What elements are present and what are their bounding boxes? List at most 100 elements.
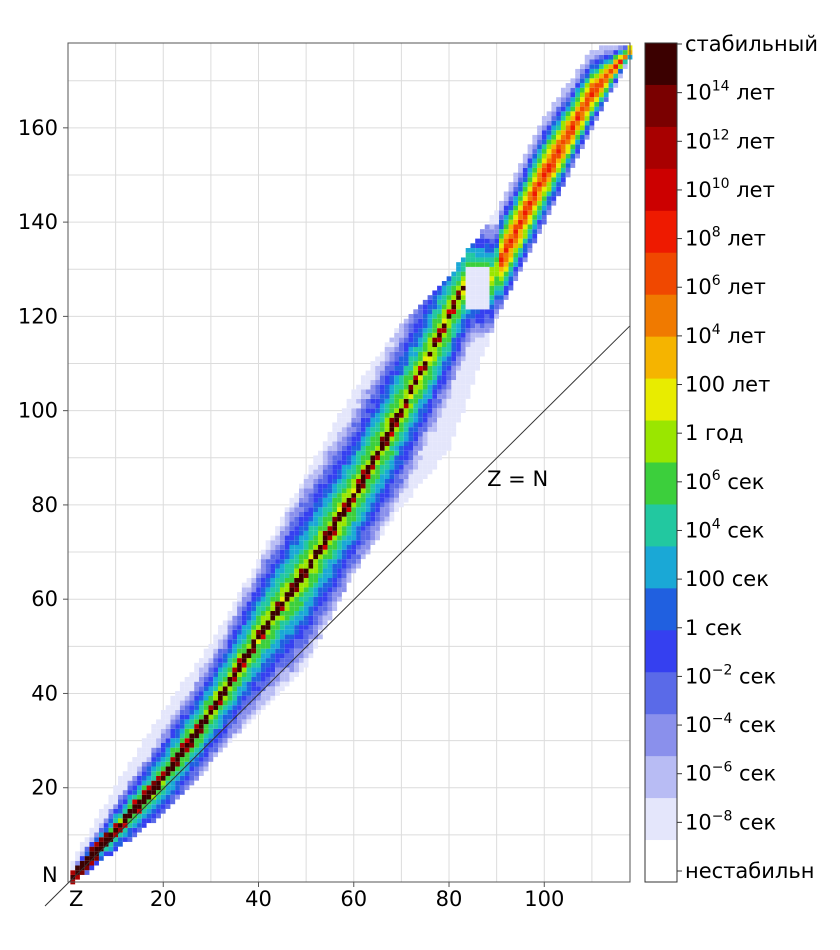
nuclide-cell <box>213 639 219 644</box>
nuclide-cell <box>346 540 352 545</box>
nuclide-cell <box>489 266 495 272</box>
nuclide-cell <box>179 785 185 791</box>
nuclide-cell <box>446 380 452 385</box>
nuclide-cell <box>551 200 557 206</box>
nuclide-cell <box>256 658 261 663</box>
nuclide-cell <box>379 431 385 437</box>
nuclide-cell <box>246 653 252 659</box>
nuclide-cell <box>284 653 290 659</box>
nuclide-cell <box>494 248 500 253</box>
nuclide-cell <box>89 846 95 852</box>
nuclide-cell <box>446 314 452 319</box>
nuclide-cell <box>237 615 242 621</box>
nuclide-cell <box>613 59 619 65</box>
nuclide-cell <box>403 469 409 475</box>
nuclide-cell <box>332 535 338 541</box>
nuclide-cell <box>270 577 276 583</box>
nuclide-cell <box>375 431 380 437</box>
nuclide-cell <box>103 813 109 819</box>
nuclide-cell <box>289 507 295 512</box>
nuclide-cell <box>146 738 152 743</box>
nuclide-cell <box>351 507 357 512</box>
nuclide-cell <box>499 219 504 225</box>
y-tick-label: 160 <box>18 116 58 140</box>
nuclide-cell <box>413 347 419 352</box>
nuclide-cell <box>327 549 333 555</box>
nuclide-cell <box>298 493 304 498</box>
nuclide-cell <box>322 540 328 545</box>
nuclide-cell <box>546 153 552 159</box>
nuclide-cell <box>413 314 419 319</box>
nuclide-cell <box>518 229 523 234</box>
nuclide-cell <box>379 483 385 489</box>
nuclide-cell <box>565 116 571 121</box>
nuclide-cell <box>270 615 276 621</box>
nuclide-cell <box>565 87 571 93</box>
nuclide-cell <box>189 714 195 720</box>
nuclide-cell <box>289 549 295 555</box>
nuclide-cell <box>270 686 276 692</box>
nuclide-cell <box>137 771 142 776</box>
nuclide-cell <box>179 742 185 748</box>
nuclide-cell <box>313 587 319 593</box>
nuclide-cell <box>103 804 109 809</box>
nuclide-cell <box>360 483 366 489</box>
nuclide-cell <box>499 299 504 305</box>
nuclide-cell <box>341 413 347 418</box>
nuclide-cell <box>599 54 604 60</box>
nuclide-cell <box>541 149 547 154</box>
nuclide-cell <box>208 719 214 725</box>
nuclide-cell <box>313 601 319 607</box>
nuclide-cell <box>427 380 433 385</box>
nuclide-cell <box>156 719 161 725</box>
nuclide-cell <box>460 290 466 296</box>
nuclide-cell <box>194 719 199 725</box>
nuclide-cell <box>279 653 285 659</box>
nuclide-cell <box>175 724 180 729</box>
nuclide-cell <box>279 535 285 541</box>
nuclide-cell <box>460 337 466 343</box>
nuclide-cell <box>365 469 371 475</box>
nuclide-cell <box>484 262 490 267</box>
nuclide-cell <box>184 700 190 706</box>
nuclide-cell <box>394 342 400 348</box>
nuclide-cell <box>451 361 457 366</box>
nuclide-cell <box>179 705 185 710</box>
nuclide-cell <box>456 295 461 300</box>
nuclide-cell <box>470 370 476 376</box>
nuclide-cell <box>346 568 352 574</box>
nuclide-cell <box>513 219 519 225</box>
nuclide-cell <box>275 615 280 621</box>
nuclide-cell <box>275 691 280 696</box>
nuclide-cell <box>413 380 419 385</box>
nuclide-cell <box>318 469 323 475</box>
nuclide-cell <box>308 634 314 640</box>
nuclide-cell <box>499 281 504 286</box>
nuclide-cell <box>441 394 447 399</box>
nuclide-cell <box>308 568 314 574</box>
nuclide-cell <box>141 804 147 809</box>
nuclide-cell <box>141 738 147 743</box>
nuclide-cell <box>256 681 261 687</box>
nuclide-cell <box>294 530 299 536</box>
nuclide-cell <box>165 799 171 805</box>
nuclide-cell <box>489 299 495 305</box>
nuclide-cell <box>508 238 514 244</box>
nuclide-cell <box>394 446 400 451</box>
nuclide-cell <box>260 643 266 649</box>
nuclide-cell <box>303 625 309 630</box>
nuclide-cell <box>137 780 142 786</box>
nuclide-cell <box>289 577 295 583</box>
nuclide-cell <box>194 714 199 720</box>
nuclide-cell <box>351 413 357 418</box>
nuclide-cell <box>332 606 338 611</box>
nuclide-cell <box>251 592 257 597</box>
nuclide-cell <box>370 516 376 522</box>
nuclide-cell <box>365 544 371 550</box>
nuclide-cell <box>160 719 166 725</box>
nuclide-cell <box>551 196 557 201</box>
nuclide-cell <box>332 502 338 508</box>
nuclide-cell <box>389 450 395 456</box>
nuclide-cell <box>446 446 452 451</box>
nuclide-cell <box>489 248 495 253</box>
